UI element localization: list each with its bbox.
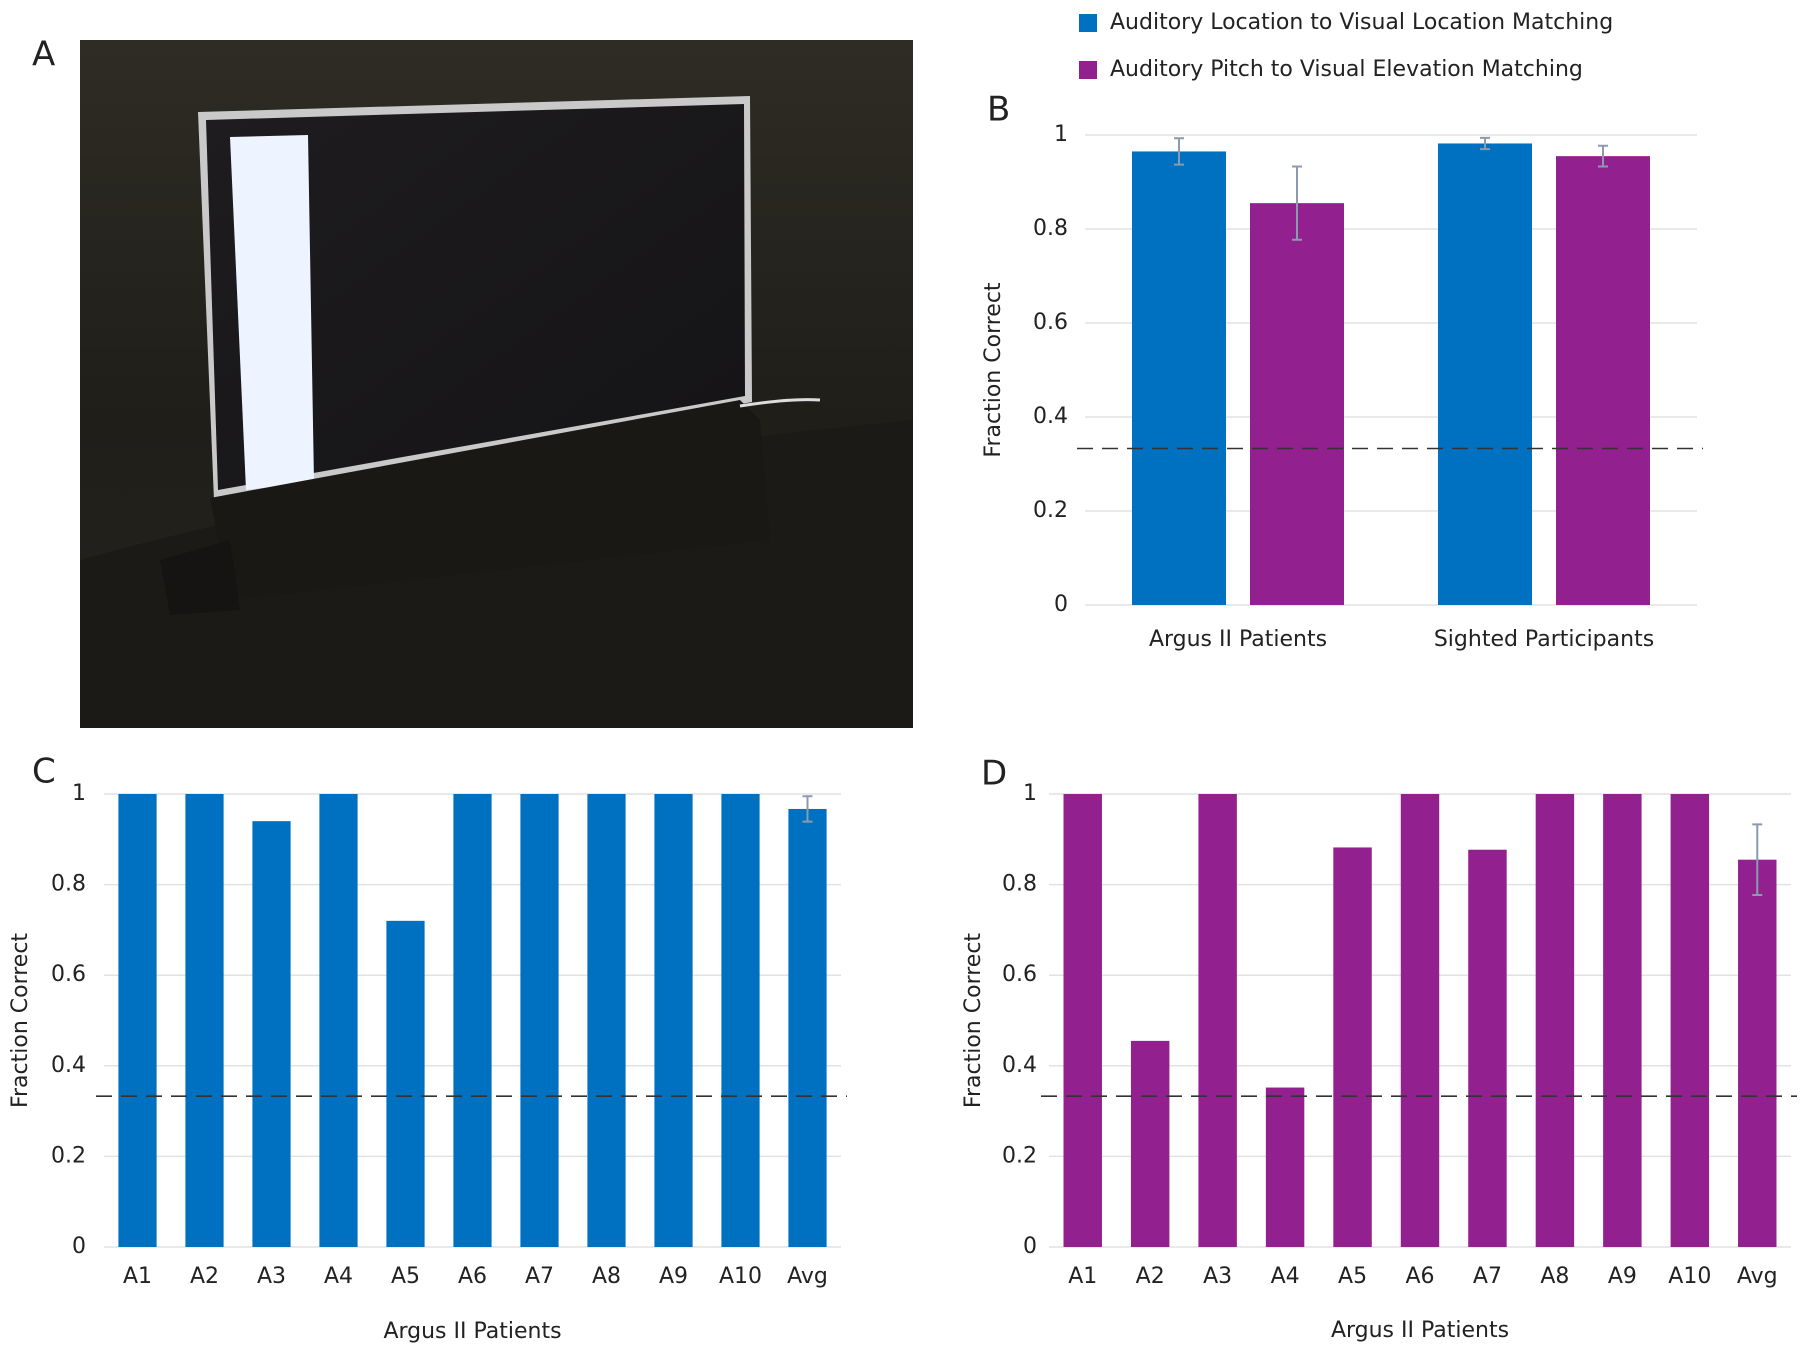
bar [118, 794, 157, 1247]
bar [1130, 1040, 1170, 1247]
x-tick-label: A10 [719, 1264, 762, 1289]
x-tick-label: Avg [787, 1264, 828, 1289]
error-bar [1480, 136, 1490, 151]
bar [1250, 203, 1344, 605]
bar [788, 808, 827, 1247]
bar [1556, 156, 1650, 605]
x-tick-label: A10 [1668, 1264, 1711, 1289]
bar [520, 794, 559, 1247]
bar [1333, 847, 1372, 1247]
x-tick-label: Avg [1737, 1264, 1778, 1289]
bar [386, 920, 425, 1247]
y-axis-label: Fraction Correct [8, 933, 33, 1108]
x-tick-label: A2 [190, 1264, 219, 1289]
y-tick-label: 0.2 [1002, 1143, 1037, 1168]
y-axis-label: Fraction Correct [961, 933, 986, 1108]
bar [1400, 794, 1440, 1247]
x-tick-label: A9 [1608, 1264, 1637, 1289]
x-tick-label: A6 [1405, 1264, 1434, 1289]
bar [587, 794, 626, 1247]
bar [252, 821, 291, 1247]
y-tick-label: 0.4 [1033, 404, 1068, 429]
error-bar [1292, 165, 1302, 241]
bar [1063, 794, 1102, 1247]
bar [1603, 794, 1642, 1247]
legend-swatch [1079, 14, 1097, 32]
x-tick-label: A1 [1068, 1264, 1097, 1289]
error-bar [802, 795, 813, 823]
y-tick-label: 0.8 [51, 872, 86, 897]
bar [721, 794, 760, 1247]
x-tick-label: A4 [324, 1264, 353, 1289]
y-tick-label: 0.8 [1002, 872, 1037, 897]
x-tick-label: A2 [1136, 1264, 1165, 1289]
y-tick-label: 0.6 [51, 962, 86, 987]
y-tick-label: 0.2 [51, 1143, 86, 1168]
error-bar [1752, 823, 1763, 897]
x-axis-label: Argus II Patients [1331, 1318, 1509, 1343]
panel-label: C [32, 752, 56, 792]
bar [1468, 849, 1507, 1247]
bar [1265, 1087, 1305, 1247]
x-tick-label: Argus II Patients [1149, 627, 1327, 652]
x-tick-label: A9 [659, 1264, 688, 1289]
y-tick-label: 0.6 [1033, 310, 1068, 335]
legend-label: Auditory Location to Visual Location Mat… [1110, 10, 1613, 35]
legend-swatch [1079, 61, 1097, 79]
x-tick-label: Sighted Participants [1434, 627, 1654, 652]
y-tick-label: 1 [1054, 122, 1068, 147]
bar [453, 794, 492, 1247]
y-tick-label: 1 [72, 781, 86, 806]
y-tick-label: 0.4 [1002, 1053, 1037, 1078]
bar [319, 794, 358, 1247]
x-tick-label: A5 [391, 1264, 420, 1289]
x-axis-label: Argus II Patients [383, 1319, 561, 1344]
bar [1132, 151, 1226, 605]
y-tick-label: 0 [72, 1234, 86, 1259]
x-tick-label: A1 [123, 1264, 152, 1289]
bar [654, 794, 693, 1247]
x-tick-label: A4 [1271, 1264, 1300, 1289]
panel-label: D [981, 754, 1007, 794]
x-tick-label: A8 [592, 1264, 621, 1289]
y-tick-label: 0.8 [1033, 216, 1068, 241]
y-tick-label: 0 [1054, 592, 1068, 617]
x-tick-label: A8 [1540, 1264, 1569, 1289]
panel-label: B [987, 90, 1010, 130]
bar [1670, 794, 1710, 1247]
bar [185, 794, 224, 1247]
x-tick-label: A7 [525, 1264, 554, 1289]
y-tick-label: 1 [1023, 781, 1037, 806]
y-tick-label: 0.6 [1002, 962, 1037, 987]
error-bar [1598, 144, 1608, 168]
legend-label: Auditory Pitch to Visual Elevation Match… [1110, 57, 1583, 82]
panel-label: A [32, 35, 55, 75]
x-tick-label: A3 [1203, 1264, 1232, 1289]
x-tick-label: A3 [257, 1264, 286, 1289]
y-tick-label: 0.4 [51, 1053, 86, 1078]
bar [1535, 794, 1575, 1247]
bar [1198, 794, 1237, 1247]
error-bar [1174, 137, 1184, 166]
y-axis-label: Fraction Correct [981, 282, 1006, 457]
bar [1438, 143, 1532, 605]
photo [80, 40, 913, 728]
bar [1738, 859, 1777, 1247]
x-tick-label: A5 [1338, 1264, 1367, 1289]
y-tick-label: 0.2 [1033, 498, 1068, 523]
x-tick-label: A7 [1473, 1264, 1502, 1289]
x-tick-label: A6 [458, 1264, 487, 1289]
y-tick-label: 0 [1023, 1234, 1037, 1259]
